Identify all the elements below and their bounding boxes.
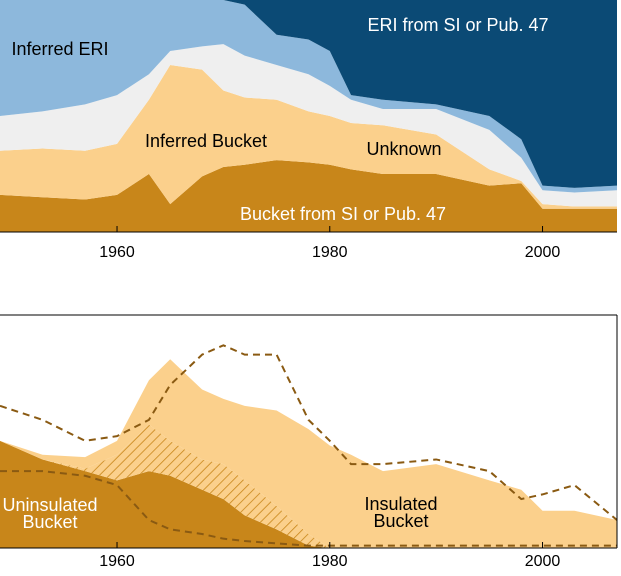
series-label: Inferred ERI bbox=[11, 39, 108, 59]
x-tick-label: 1980 bbox=[312, 553, 348, 570]
x-tick-label: 1960 bbox=[99, 244, 135, 261]
area bbox=[0, 440, 617, 548]
area bbox=[0, 0, 617, 188]
x-tick-label: 2000 bbox=[525, 553, 561, 570]
dashed-line bbox=[0, 470, 617, 547]
area bbox=[0, 160, 617, 232]
area bbox=[0, 0, 617, 193]
series-label: Uninsulated Bucket bbox=[2, 495, 98, 532]
area bbox=[0, 44, 617, 207]
x-tick-label: 1960 bbox=[99, 553, 135, 570]
series-label: Inferred Bucket bbox=[145, 131, 267, 151]
series-label: Bucket from SI or Pub. 47 bbox=[240, 204, 446, 224]
series-label: ERI from SI or Pub. 47 bbox=[367, 15, 548, 35]
area bbox=[0, 424, 617, 548]
x-tick-label: 1980 bbox=[312, 244, 348, 261]
area bbox=[0, 359, 617, 548]
series-label: Insulated Bucket bbox=[364, 494, 438, 531]
x-tick-label: 2000 bbox=[525, 244, 561, 261]
series-label: Unknown bbox=[366, 139, 441, 159]
area bbox=[0, 64, 617, 209]
